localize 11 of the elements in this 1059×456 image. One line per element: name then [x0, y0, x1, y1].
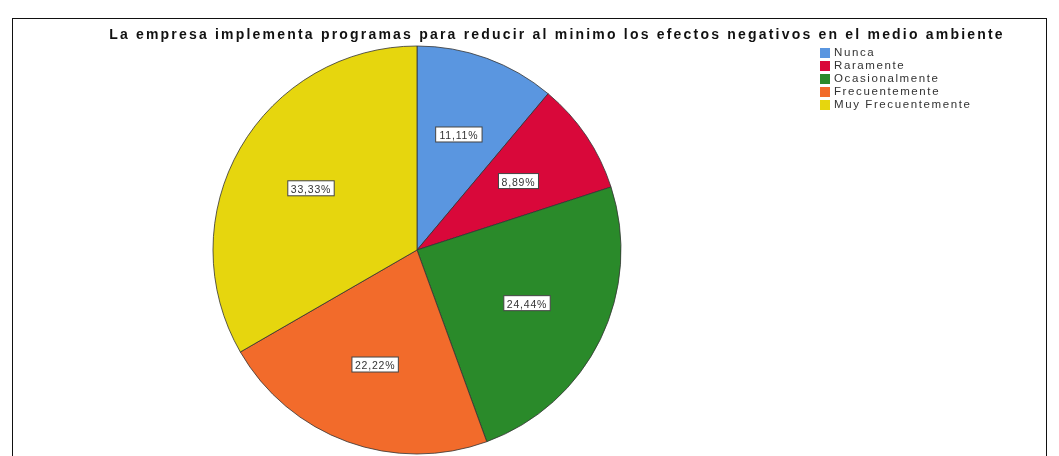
data-label: 33,33% [290, 182, 332, 195]
legend-label: Muy Frecuentemente [834, 98, 972, 110]
data-label: 8,89% [501, 175, 536, 188]
data-label: 22,22% [354, 359, 396, 372]
legend-label: Nunca [834, 46, 876, 58]
legend-label: Ocasionalmente [834, 72, 940, 84]
data-label: 24,44% [506, 297, 548, 310]
data-label: 11,11% [439, 128, 479, 141]
legend-label: Frecuentemente [834, 85, 941, 97]
chart-title: La empresa implementa programas para reducir al minimo los efectos negativos en el medio ambiente [109, 26, 1005, 42]
legend-label: Raramente [834, 59, 906, 71]
